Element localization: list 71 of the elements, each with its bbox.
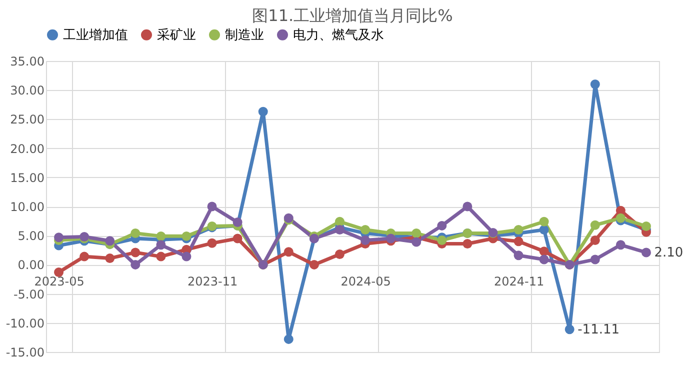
legend-label: 制造业	[225, 28, 264, 43]
point	[360, 236, 370, 245]
x-tick-label: 2024-11	[494, 274, 544, 288]
point	[641, 248, 651, 258]
point	[130, 248, 140, 258]
point	[514, 250, 524, 260]
point	[130, 260, 140, 270]
y-tick-label: 35.00	[10, 54, 44, 68]
point	[156, 252, 166, 262]
point	[412, 228, 422, 238]
point	[539, 216, 549, 226]
point	[564, 324, 574, 334]
point	[54, 268, 64, 277]
x-tick-label: 2024-05	[340, 274, 391, 288]
y-tick-label: 20.00	[10, 142, 44, 156]
point	[105, 236, 115, 246]
point	[539, 225, 549, 235]
legend-label: 采矿业	[157, 28, 196, 43]
x-tick-label: 2023-05	[34, 274, 84, 288]
point	[616, 213, 626, 223]
point	[334, 249, 344, 259]
point	[386, 234, 396, 244]
point	[156, 240, 166, 250]
chart-title: 图11.工业增加值当月同比%	[252, 6, 453, 25]
point	[641, 222, 651, 232]
data-label: 2.10	[654, 245, 684, 260]
point	[182, 231, 192, 241]
y-tick-label: 25.00	[10, 112, 44, 127]
y-tick-label: 5.00	[18, 229, 44, 244]
point	[616, 240, 626, 250]
y-tick-label: 15.00	[10, 170, 44, 185]
point	[130, 228, 140, 238]
point	[437, 236, 447, 245]
legend-label: 工业增加值	[63, 28, 128, 43]
point	[232, 217, 242, 227]
point	[284, 247, 294, 257]
point	[590, 254, 600, 264]
data-label: -11.11	[578, 322, 620, 338]
point	[334, 216, 344, 226]
point	[54, 232, 64, 242]
point	[590, 80, 600, 90]
legend-label: 电力、燃气及水	[293, 28, 384, 43]
point	[514, 236, 524, 246]
y-tick-label: 30.00	[10, 84, 44, 98]
point	[437, 220, 447, 230]
point	[514, 225, 524, 235]
y-tick-label: -10.00	[6, 316, 44, 330]
point	[360, 225, 370, 235]
point	[258, 106, 268, 116]
point	[207, 202, 217, 212]
point	[156, 231, 166, 241]
point	[590, 220, 600, 230]
point	[590, 236, 600, 245]
point	[232, 234, 242, 244]
point	[309, 260, 319, 270]
point	[539, 254, 549, 264]
point	[105, 254, 115, 264]
y-tick-label: 0.00	[18, 258, 44, 272]
point	[182, 252, 192, 262]
point	[80, 252, 90, 262]
point	[207, 238, 217, 248]
y-tick-label: -15.00	[6, 346, 44, 360]
point	[462, 202, 472, 212]
x-tick-label: 2023-11	[187, 274, 238, 288]
y-tick-label: -5.00	[13, 287, 44, 302]
point	[334, 225, 344, 235]
point	[284, 334, 294, 344]
point	[539, 246, 549, 256]
point	[412, 237, 422, 247]
y-tick-label: 10.00	[10, 200, 44, 214]
point	[462, 239, 472, 248]
